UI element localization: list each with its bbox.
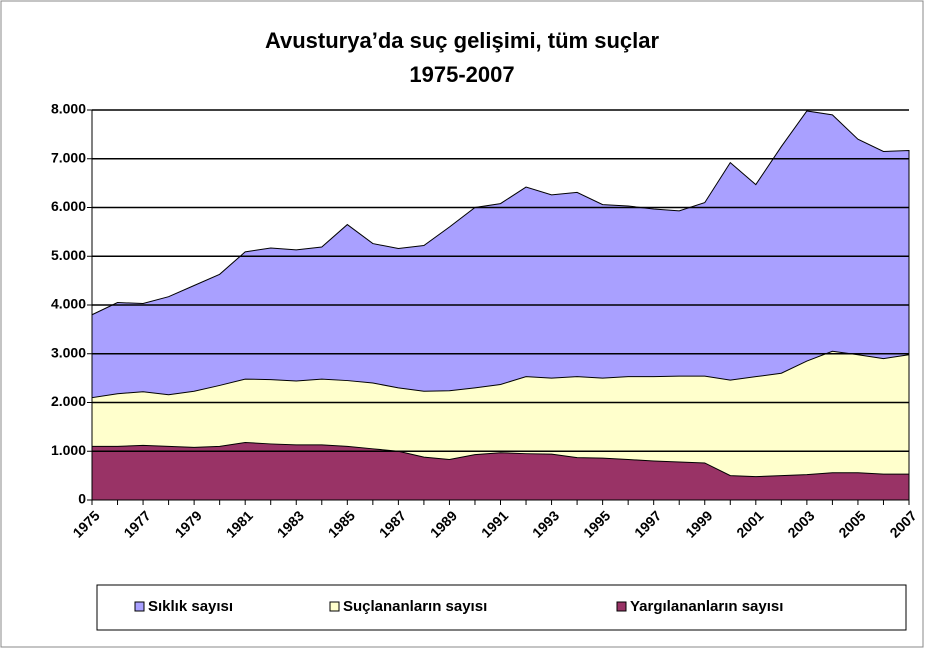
y-tick-label: 4.000	[51, 296, 86, 312]
chart-title: Avusturya’da suç gelişimi, tüm suçlar	[265, 28, 660, 53]
area	[91, 441, 910, 501]
legend-label: Sıklık sayısı	[148, 598, 233, 615]
y-tick-label: 1.000	[51, 442, 86, 458]
y-tick-label: 8.000	[51, 101, 86, 117]
legend-label: Suçlananların sayısı	[343, 598, 487, 615]
y-tick-label: 2.000	[51, 393, 86, 409]
y-tick-label: 6.000	[51, 198, 86, 214]
legend-swatch	[134, 601, 145, 612]
legend-box	[96, 584, 907, 631]
y-tick-label: 3.000	[51, 344, 86, 360]
legend-swatch	[329, 601, 340, 612]
y-tick-label: 5.000	[51, 247, 86, 263]
legend-swatch	[616, 601, 627, 612]
legend-label: Yargılananların sayısı	[630, 598, 783, 615]
chart-subtitle: 1975-2007	[409, 62, 514, 87]
y-tick-label: 0	[78, 491, 86, 507]
y-tick-label: 7.000	[51, 149, 86, 165]
